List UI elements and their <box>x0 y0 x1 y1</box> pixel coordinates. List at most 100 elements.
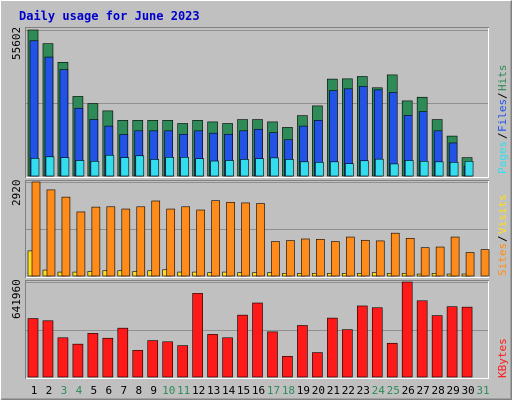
sites-bar-day-6 <box>106 206 116 277</box>
kbytes-bar-day-25 <box>386 342 398 378</box>
kbytes-bar-day-3 <box>57 337 69 378</box>
pages-bar-day-7 <box>120 157 130 177</box>
sites-bar-day-3 <box>61 196 71 277</box>
day-label-4: 4 <box>76 384 83 397</box>
day-label-5: 5 <box>91 384 98 397</box>
sites-bar-day-28 <box>435 246 445 277</box>
kbytes-bar-day-23 <box>356 305 368 378</box>
legend-pages: Pages <box>496 141 509 174</box>
kbytes-bar-day-16 <box>252 302 263 378</box>
day-label-8: 8 <box>135 384 142 397</box>
files-bar-day-22 <box>344 88 353 177</box>
files-bar-day-1 <box>29 40 39 177</box>
pages-bar-day-29 <box>449 162 459 177</box>
sites-bar-day-24 <box>375 240 385 277</box>
day-label-3: 3 <box>61 384 68 397</box>
sites-legend: Sites / Visits <box>496 194 509 276</box>
sites-bar-day-4 <box>76 211 86 277</box>
kbytes-panel-bevel-dark <box>25 280 489 379</box>
kbytes-bar-day-26 <box>401 281 413 378</box>
pages-bar-day-18 <box>285 159 294 177</box>
day-label-24: 24 <box>372 384 386 397</box>
pages-bar-day-26 <box>404 160 414 177</box>
kbytes-bar-day-29 <box>446 306 458 378</box>
kbytes-bar-day-28 <box>431 315 443 378</box>
sites-bar-day-30 <box>465 252 475 277</box>
sites-bar-day-1 <box>31 181 41 277</box>
kbytes-bar-day-22 <box>342 329 353 378</box>
day-label-10: 10 <box>162 384 175 397</box>
day-label-31: 31 <box>476 384 489 397</box>
sites-bar-day-15 <box>241 202 250 277</box>
pages-bar-day-21 <box>330 161 339 177</box>
day-label-13: 13 <box>207 384 220 397</box>
kbytes-bar-day-14 <box>222 337 233 378</box>
pages-bar-day-15 <box>240 159 249 177</box>
day-label-18: 18 <box>282 384 295 397</box>
sites-bar-day-16 <box>256 203 265 277</box>
kbytes-bar-day-21 <box>327 317 338 378</box>
kbytes-bar-day-9 <box>147 340 159 378</box>
kbytes-bar-day-19 <box>297 325 308 378</box>
legend-separator-1: / <box>496 132 509 139</box>
sites-bar-day-8 <box>136 206 146 277</box>
sites-bar-day-5 <box>91 206 101 277</box>
day-label-22: 22 <box>342 384 355 397</box>
sites-bar-day-19 <box>301 238 310 277</box>
pages-bar-day-10 <box>165 157 175 177</box>
pages-bar-day-1 <box>30 158 40 177</box>
kbytes-bar-day-20 <box>312 352 323 378</box>
pages-bar-day-17 <box>270 157 279 177</box>
sites-bar-day-12 <box>196 209 205 277</box>
day-label-23: 23 <box>357 384 370 397</box>
day-label-17: 17 <box>267 384 280 397</box>
day-label-21: 21 <box>327 384 340 397</box>
legend-kbytes: KBytes <box>496 338 509 378</box>
legend-separator-3: / <box>496 235 509 242</box>
sites-panel-bevel-light <box>26 181 489 278</box>
legend-files: Files <box>496 99 509 132</box>
kbytes-bar-day-5 <box>87 333 99 378</box>
sites-bar-day-23 <box>360 239 370 277</box>
kbytes-ymax-label: 641960 <box>10 279 23 319</box>
day-labels: 1 2 3 4 5 6 7 8 9 10 11 12 13 14 15 16 17 18 19 20 21 22 23 24 2… <box>31 384 490 397</box>
sites-bar-day-26 <box>405 238 415 277</box>
sites-bar-day-14 <box>226 201 235 277</box>
pages-bar-day-5 <box>90 160 100 177</box>
kbytes-bar-day-18 <box>282 355 293 378</box>
kbytes-bar-day-10 <box>162 341 174 378</box>
kbytes-bar-day-4 <box>72 343 84 378</box>
sites-bar-day-25 <box>390 232 400 277</box>
sites-bar-day-21 <box>331 241 340 277</box>
pages-bar-day-4 <box>75 160 85 177</box>
files-bar-day-25 <box>388 92 398 177</box>
sites-bar-day-29 <box>450 236 460 277</box>
kbytes-bar-day-24 <box>371 307 383 378</box>
kbytes-bar-day-13 <box>207 334 218 378</box>
hits-ymax-label: 55602 <box>10 27 23 60</box>
day-label-16: 16 <box>252 384 265 397</box>
day-label-9: 9 <box>150 384 157 397</box>
sites-bar-day-18 <box>286 240 295 277</box>
sites-panel-bevel-dark <box>25 180 489 278</box>
pages-bar-day-3 <box>60 157 70 177</box>
kbytes-panel-bevel-light <box>26 281 489 379</box>
pages-bar-day-9 <box>150 159 160 177</box>
sites-bar-day-10 <box>166 208 176 277</box>
sites-bar-day-27 <box>420 247 430 277</box>
day-label-29: 29 <box>446 384 459 397</box>
legend-sites: Sites <box>496 243 509 276</box>
day-label-14: 14 <box>222 384 236 397</box>
kbytes-bar-day-30 <box>461 306 473 378</box>
day-label-1: 1 <box>31 384 38 397</box>
pages-bar-day-20 <box>315 162 324 177</box>
kbytes-bar-day-1 <box>27 318 39 378</box>
day-label-26: 26 <box>402 384 415 397</box>
kbytes-bar-day-6 <box>102 337 114 378</box>
sites-bar-day-7 <box>121 208 131 277</box>
kbytes-bar-day-15 <box>237 314 248 378</box>
sites-bar-day-13 <box>211 200 220 277</box>
